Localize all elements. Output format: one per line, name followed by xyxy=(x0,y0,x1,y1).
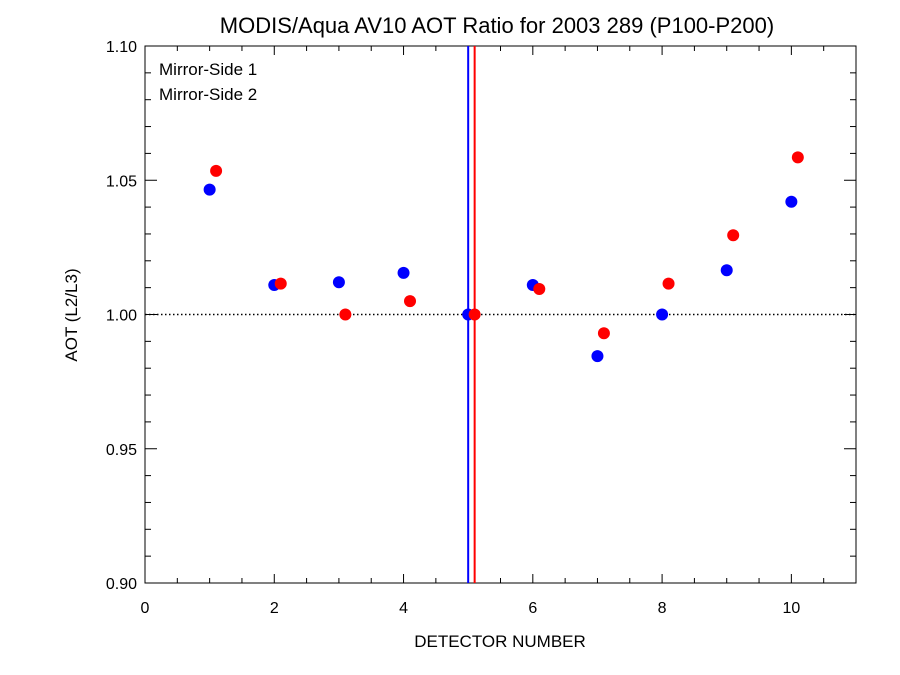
data-point-series-1 xyxy=(332,276,345,289)
data-point-series-2 xyxy=(662,277,675,290)
data-point-series-1 xyxy=(785,195,798,208)
legend-label-mirror-side-1: Mirror-Side 1 xyxy=(159,60,257,79)
data-point-series-1 xyxy=(397,266,410,279)
y-axis-title: AOT (L2/L3) xyxy=(62,268,81,361)
x-tick-label: 4 xyxy=(399,600,408,617)
data-point-series-2 xyxy=(274,277,287,290)
y-tick-label: 0.95 xyxy=(106,442,137,459)
x-tick-label: 0 xyxy=(141,600,150,617)
x-tick-label: 6 xyxy=(528,600,537,617)
y-tick-label: 1.05 xyxy=(106,173,137,190)
data-point-series-1 xyxy=(720,264,733,277)
legend-label-mirror-side-2: Mirror-Side 2 xyxy=(159,85,257,104)
data-point-series-1 xyxy=(203,183,216,196)
y-tick-label: 0.90 xyxy=(106,576,137,593)
x-tick-label: 10 xyxy=(782,600,800,617)
x-axis-title: DETECTOR NUMBER xyxy=(414,632,586,651)
plot-area: 0 2 4 6 8 10 0.90 0.95 1.00 1.05 1.10 xyxy=(106,39,857,617)
y-tick-label: 1.10 xyxy=(106,39,137,56)
chart-title: MODIS/Aqua AV10 AOT Ratio for 2003 289 (… xyxy=(220,13,774,38)
data-point-series-2 xyxy=(791,151,804,164)
data-point-series-2 xyxy=(597,327,610,340)
data-point-series-2 xyxy=(468,308,481,321)
data-point-series-2 xyxy=(533,282,546,295)
data-point-series-1 xyxy=(656,308,669,321)
data-point-series-2 xyxy=(210,164,223,177)
data-point-series-2 xyxy=(339,308,352,321)
y-tick-label: 1.00 xyxy=(106,308,137,325)
data-point-series-1 xyxy=(591,350,604,363)
x-tick-label: 2 xyxy=(270,600,279,617)
x-tick-label: 8 xyxy=(658,600,667,617)
data-point-series-2 xyxy=(404,295,417,308)
data-point-series-2 xyxy=(727,229,740,242)
